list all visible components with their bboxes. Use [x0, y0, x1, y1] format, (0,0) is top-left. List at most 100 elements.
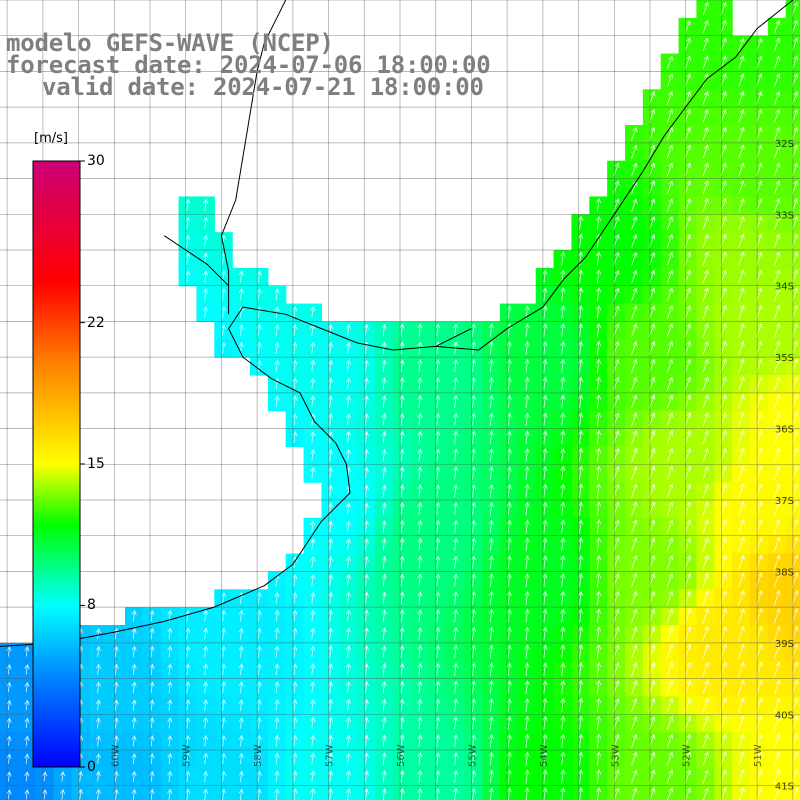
wind-arrow	[435, 769, 441, 783]
wind-cell	[750, 142, 769, 162]
wind-cell	[732, 232, 751, 251]
wind-arrow	[524, 751, 530, 766]
wind-arrow	[666, 376, 674, 391]
wind-arrow	[702, 19, 709, 34]
wind-arrow	[773, 661, 781, 678]
latitude-labels: 32S 33S 34S 35S 36S 37S 38S 39S 40S 41S	[775, 139, 794, 793]
wind-arrow	[596, 786, 602, 800]
longitude-label: 56W	[396, 744, 407, 767]
wind-arrow	[666, 180, 674, 195]
wind-arrow	[274, 699, 280, 711]
wind-arrow	[399, 698, 405, 712]
wind-cell	[607, 482, 626, 501]
wind-arrow	[596, 679, 602, 695]
wind-cell	[625, 267, 644, 287]
wind-arrow	[506, 787, 512, 800]
wind-arrow	[131, 753, 137, 765]
wind-arrow	[274, 288, 280, 301]
colorbar-tick-label: 0	[87, 759, 96, 775]
wind-arrow	[542, 697, 548, 713]
wind-arrow	[738, 287, 745, 302]
wind-arrow	[702, 537, 709, 552]
wind-arrow	[560, 679, 566, 695]
wind-cell	[607, 339, 626, 358]
wind-arrow	[488, 376, 494, 391]
wind-arrow	[274, 788, 280, 800]
wind-arrow	[542, 358, 548, 373]
wind-arrow	[488, 555, 494, 569]
wind-arrow	[488, 626, 494, 641]
wind-arrow	[274, 663, 280, 676]
wind-arrow	[149, 645, 155, 658]
wind-arrow	[417, 662, 423, 676]
wind-cell	[750, 696, 769, 715]
wind-arrow	[220, 752, 226, 765]
wind-arrow	[773, 536, 781, 553]
wind-arrow	[578, 501, 584, 516]
wind-arrow	[435, 430, 441, 444]
wind-arrow	[488, 644, 494, 659]
wind-arrow	[773, 394, 781, 409]
wind-arrow	[524, 590, 530, 605]
wind-cell	[642, 607, 662, 626]
wind-arrow	[131, 770, 137, 782]
wind-arrow	[149, 735, 155, 747]
wind-arrow	[453, 591, 459, 605]
wind-arrow	[596, 322, 602, 338]
wind-arrow	[131, 663, 137, 675]
wind-arrow	[470, 484, 477, 498]
wind-cell	[642, 517, 662, 537]
wind-arrow	[631, 537, 638, 552]
wind-arrow	[773, 715, 781, 731]
wind-arrow	[524, 733, 530, 748]
wind-arrow	[542, 394, 548, 409]
wind-cell	[732, 660, 751, 680]
wind-cell	[625, 714, 644, 733]
wind-arrow	[560, 376, 566, 391]
wind-arrow	[542, 608, 548, 623]
wind-arrow	[149, 681, 155, 693]
wind-arrow	[238, 681, 244, 694]
wind-cell	[750, 482, 769, 501]
wind-arrow	[328, 395, 334, 408]
wind-arrow	[773, 358, 781, 374]
wind-arrow	[702, 322, 709, 338]
wind-arrow	[256, 359, 262, 372]
wind-arrow	[399, 644, 405, 658]
wind-arrow	[738, 37, 745, 52]
wind-cell	[696, 89, 715, 108]
wind-arrow	[399, 734, 405, 748]
wind-arrow	[738, 590, 745, 606]
wind-arrow	[399, 412, 405, 426]
wind-arrow	[578, 661, 584, 677]
wind-arrow	[774, 198, 781, 213]
wind-arrow	[596, 661, 602, 677]
wind-arrow	[310, 788, 316, 800]
wind-arrow	[274, 770, 280, 783]
wind-arrow	[203, 645, 209, 658]
wind-arrow	[203, 198, 209, 212]
wind-arrow	[773, 287, 781, 302]
wind-arrow	[488, 323, 494, 337]
wind-arrow	[417, 644, 423, 658]
wind-arrow	[702, 751, 709, 766]
wind-arrow	[524, 644, 530, 659]
wind-arrow	[666, 162, 674, 177]
wind-arrow	[578, 483, 584, 498]
wind-arrow	[149, 627, 155, 640]
wind-arrow	[470, 341, 477, 355]
wind-arrow	[773, 269, 781, 284]
wind-arrow	[292, 698, 298, 711]
wind-arrow	[345, 591, 351, 605]
wind-arrow	[381, 430, 387, 444]
wind-arrow	[328, 716, 334, 729]
wind-arrow	[292, 663, 298, 676]
wind-arrow	[666, 429, 674, 445]
wind-arrow	[345, 448, 351, 462]
wind-cell	[750, 571, 769, 590]
wind-arrow	[399, 787, 405, 800]
wind-cell	[767, 53, 787, 73]
wind-arrow	[435, 323, 441, 337]
wind-arrow	[524, 626, 530, 641]
wind-arrow	[6, 771, 12, 782]
